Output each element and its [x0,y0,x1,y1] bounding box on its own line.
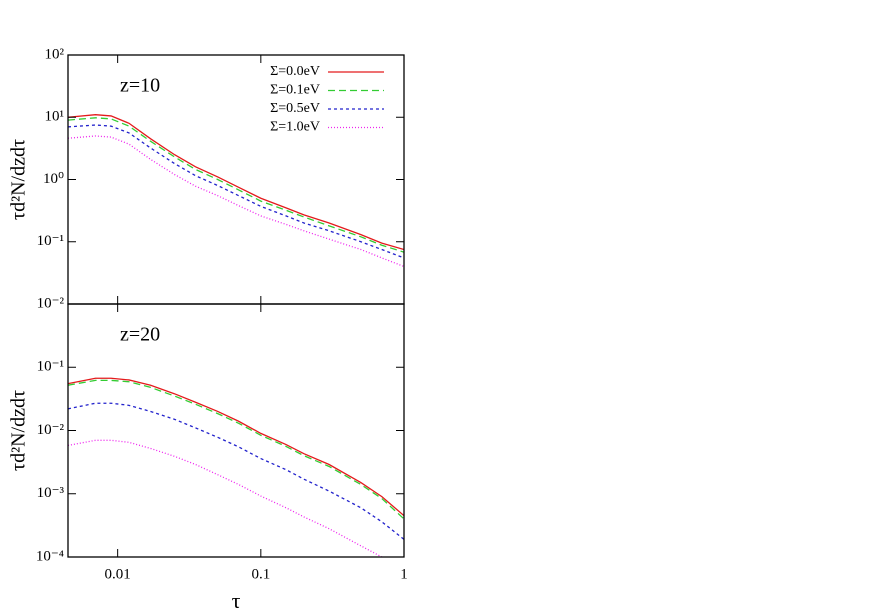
plot-frame [67,303,405,558]
y-axis-label: τd²N/dzdτ [8,390,30,471]
legend-label: Σ=0.0eV [270,64,320,79]
y-tick-label: 10² [45,46,65,62]
x-tick-label: 1 [400,566,408,582]
y-tick-label: 10⁻¹ [37,359,64,375]
series-line [68,135,404,268]
y-tick-label: 10⁻³ [37,485,65,501]
panel-label: z=10 [120,75,160,97]
y-tick-label: 10⁻² [37,422,65,438]
series-line [68,379,404,520]
y-tick-label: 10⁰ [43,171,64,187]
series-line [68,117,404,253]
y-axis-label: τd²N/dzdτ [8,139,30,220]
y-tick-label: 10⁻¹ [37,233,64,249]
y-tick-label: 10¹ [45,109,65,125]
plot-area [68,377,404,557]
y-tick-label: 10⁻⁴ [36,548,64,564]
legend-label: Σ=1.0eV [270,120,320,135]
series-line [68,377,404,517]
y-tick-label: 10⁻² [37,295,65,311]
panel-label: z=20 [120,324,160,346]
legend-label: Σ=0.1eV [270,83,320,98]
plot-area [68,114,404,268]
x-tick-label: 0.1 [251,566,270,582]
series-line [68,114,404,251]
x-axis-label: τ [232,588,241,610]
plot-frame [67,54,405,305]
series-line [68,124,404,259]
x-tick-label: 0.01 [105,566,131,582]
legend-label: Σ=0.5eV [270,101,320,116]
series-line [68,402,404,540]
